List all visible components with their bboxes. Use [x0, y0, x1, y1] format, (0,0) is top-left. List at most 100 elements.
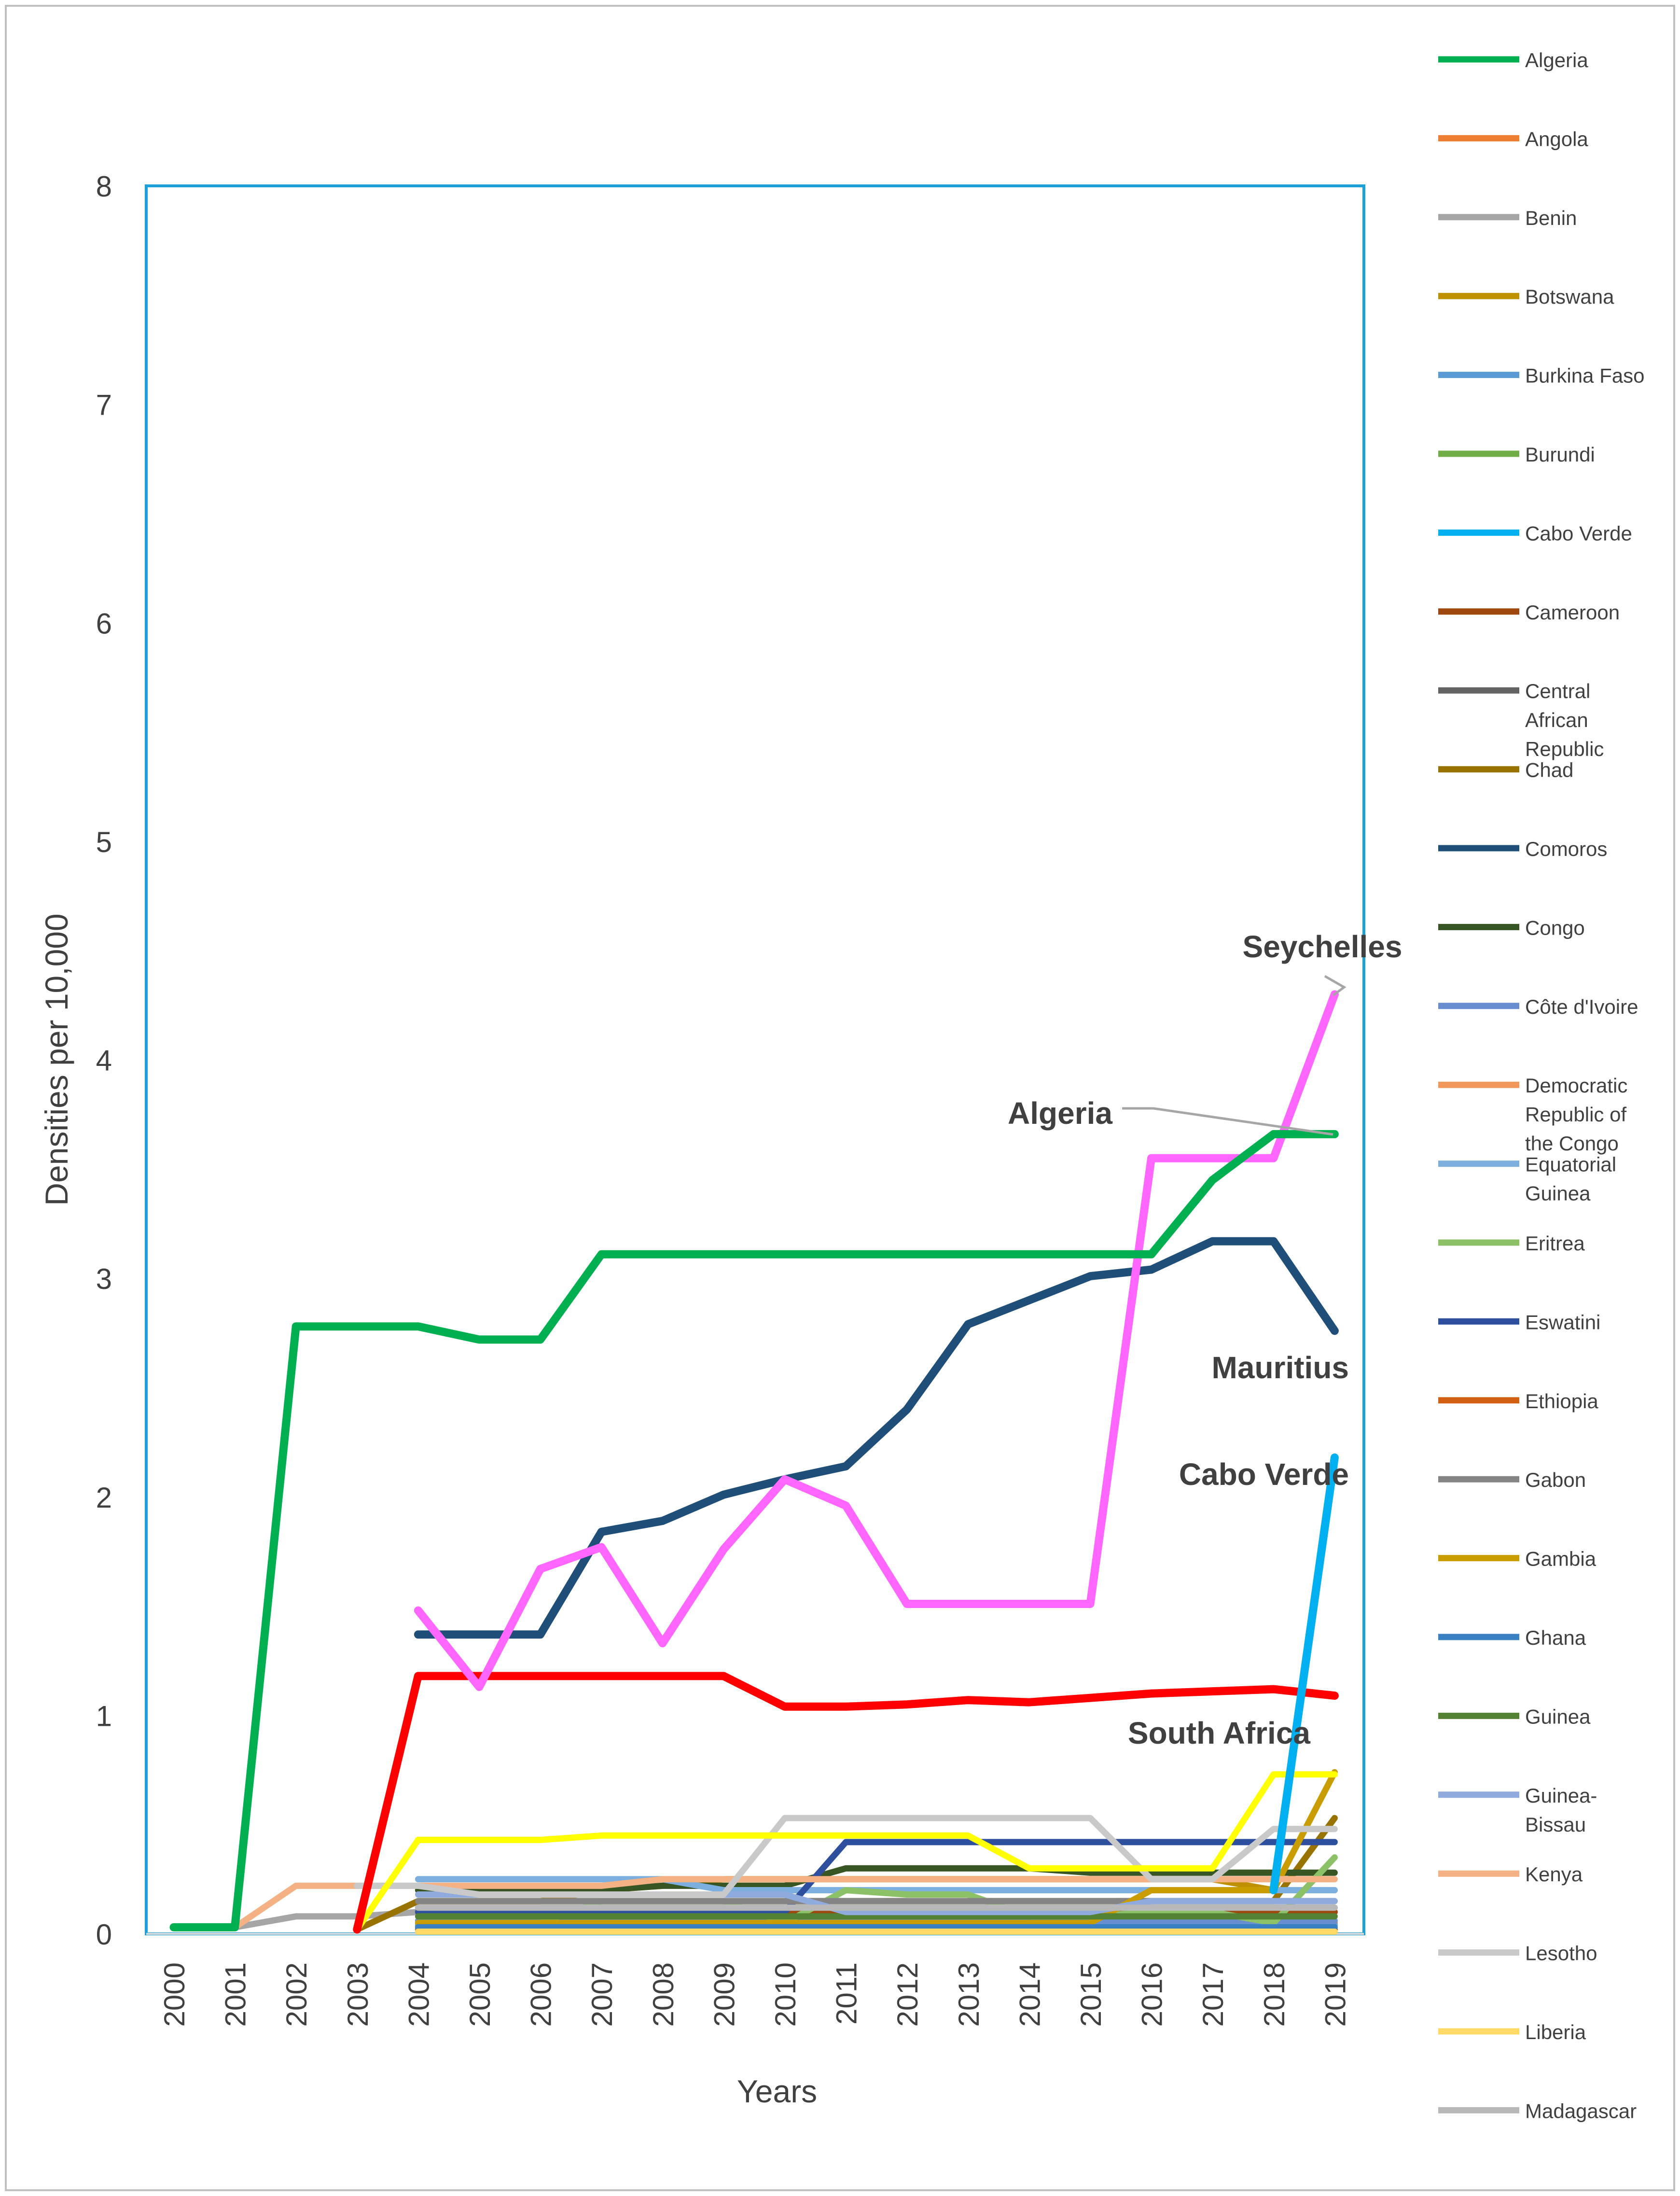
legend-label: Central African Republic — [1525, 680, 1604, 760]
legend-label: Guinea-Bissau — [1525, 1784, 1597, 1836]
x-tick-label: 2004 — [403, 1962, 435, 2027]
legend-item: Chad — [1438, 759, 1573, 782]
series-line-comoros — [414, 1237, 1339, 1639]
legend-item: Lesotho — [1438, 1942, 1597, 1965]
legend-label: Ghana — [1525, 1626, 1586, 1649]
x-tick-label: 2002 — [280, 1962, 313, 2027]
legend-item: Cameroon — [1438, 601, 1620, 624]
legend-label: Eswatini — [1525, 1311, 1600, 1333]
x-tick-label: 2003 — [342, 1962, 374, 2027]
legend-label: Cabo Verde — [1525, 522, 1632, 545]
legend-label: Cameroon — [1525, 601, 1620, 624]
x-tick-label: 2007 — [586, 1962, 618, 2027]
y-tick-label: 0 — [96, 1918, 112, 1951]
legend-label: Lesotho — [1525, 1942, 1597, 1965]
x-tick-label: 2010 — [769, 1962, 802, 2027]
legend-label: Democratic Republic of the Congo — [1525, 1074, 1627, 1155]
annotation-label: Seychelles — [1243, 929, 1402, 964]
x-tick-label: 2015 — [1075, 1962, 1107, 2027]
legend-item: Democratic Republic of the Congo — [1438, 1074, 1627, 1155]
legend-item: Côte d'Ivoire — [1438, 995, 1638, 1018]
legend-item: Botswana — [1438, 285, 1614, 308]
legend-item: Burkina Faso — [1438, 364, 1644, 387]
legend-item: Algeria — [1438, 49, 1588, 71]
x-axis-title: Years — [737, 2073, 817, 2109]
legend-label: Kenya — [1525, 1863, 1583, 1886]
x-tick-label: 2008 — [647, 1962, 680, 2027]
legend-label: Burundi — [1525, 443, 1595, 466]
x-tick-label: 2012 — [891, 1962, 924, 2027]
y-tick-label: 6 — [96, 607, 112, 640]
legend-item: Gabon — [1438, 1469, 1586, 1491]
legend-item: Benin — [1438, 207, 1577, 229]
annotation-leader-line — [1122, 1107, 1333, 1136]
y-tick-label: 7 — [96, 389, 112, 421]
series-line-gambia — [415, 1769, 1338, 1926]
legend-label: Benin — [1525, 207, 1577, 229]
legend-item: Liberia — [1438, 2021, 1586, 2043]
x-tick-label: 2005 — [464, 1962, 496, 2027]
legend-item: Equatorial Guinea — [1438, 1153, 1616, 1205]
series-line-cabo-verde — [1269, 1453, 1339, 1894]
legend-item: Comoros — [1438, 838, 1607, 860]
y-tick-label: 1 — [96, 1700, 112, 1732]
x-tick-label: 2013 — [953, 1962, 985, 2027]
series-line-algeria — [169, 1130, 1339, 1931]
legend-item: Cabo Verde — [1438, 522, 1632, 545]
legend-item: Ethiopia — [1438, 1390, 1598, 1413]
legend-label: Comoros — [1525, 838, 1607, 860]
legend-item: Gambia — [1438, 1548, 1597, 1570]
legend-label: Angola — [1525, 127, 1588, 150]
legend-label: Eritrea — [1525, 1232, 1585, 1255]
annotation-label: Cabo Verde — [1179, 1457, 1349, 1492]
y-tick-label: 5 — [96, 826, 112, 858]
legend-label: Côte d'Ivoire — [1525, 995, 1638, 1018]
series-line-eswatini — [415, 1839, 1338, 1916]
x-tick-label: 2018 — [1258, 1962, 1291, 2027]
x-tick-label: 2016 — [1136, 1962, 1168, 2027]
figure-border — [5, 5, 1675, 2191]
y-tick-label: 8 — [96, 170, 112, 203]
annotation-label: Algeria — [1008, 1096, 1112, 1131]
legend-item: Congo — [1438, 916, 1585, 939]
y-tick-label: 4 — [96, 1045, 112, 1077]
y-tick-label: 2 — [96, 1482, 112, 1514]
legend-label: Guinea — [1525, 1705, 1591, 1728]
legend-label: Ethiopia — [1525, 1390, 1598, 1413]
series-line-lesotho — [354, 1815, 1338, 1898]
legend-item: Ghana — [1438, 1626, 1586, 1649]
x-tick-label: 2001 — [220, 1962, 252, 2027]
legend-label: Botswana — [1525, 285, 1614, 308]
legend-item: Eritrea — [1438, 1232, 1585, 1255]
y-tick-label: 3 — [96, 1263, 112, 1295]
legend-item: Burundi — [1438, 443, 1595, 466]
x-tick-label: 2006 — [525, 1962, 557, 2027]
series-line-south-africa — [353, 1672, 1339, 1934]
legend-item: Eswatini — [1438, 1311, 1600, 1333]
series-line-mauritius-other- — [354, 1771, 1338, 1933]
x-tick-label: 2019 — [1319, 1962, 1351, 2027]
legend-item: Kenya — [1438, 1863, 1583, 1886]
legend-label: Gabon — [1525, 1469, 1586, 1491]
legend-item: Angola — [1438, 127, 1588, 150]
legend-label: Madagascar — [1525, 2099, 1637, 2122]
legend-label: Algeria — [1525, 49, 1588, 71]
legend-label: Equatorial Guinea — [1525, 1153, 1616, 1205]
x-tick-label: 2017 — [1197, 1962, 1229, 2027]
annotation-label: Mauritius — [1212, 1350, 1349, 1385]
legend-label: Gambia — [1525, 1548, 1597, 1570]
x-tick-label: 2011 — [831, 1962, 863, 2025]
legend-item: Madagascar — [1438, 2099, 1637, 2122]
y-axis-title: Densities per 10,000 — [39, 913, 74, 1205]
legend-label: Chad — [1525, 759, 1573, 782]
legend-label: Liberia — [1525, 2021, 1586, 2043]
x-tick-label: 2014 — [1014, 1962, 1046, 2027]
x-tick-label: 2000 — [158, 1962, 191, 2027]
series-line-seychelles — [414, 990, 1339, 1691]
legend-label: Congo — [1525, 916, 1585, 939]
legend-item: Guinea — [1438, 1705, 1591, 1728]
annotation-label: South Africa — [1128, 1716, 1311, 1750]
series-line-congo — [415, 1865, 1338, 1893]
legend-item: Guinea-Bissau — [1438, 1784, 1597, 1836]
annotation-leader-line — [1324, 975, 1347, 997]
